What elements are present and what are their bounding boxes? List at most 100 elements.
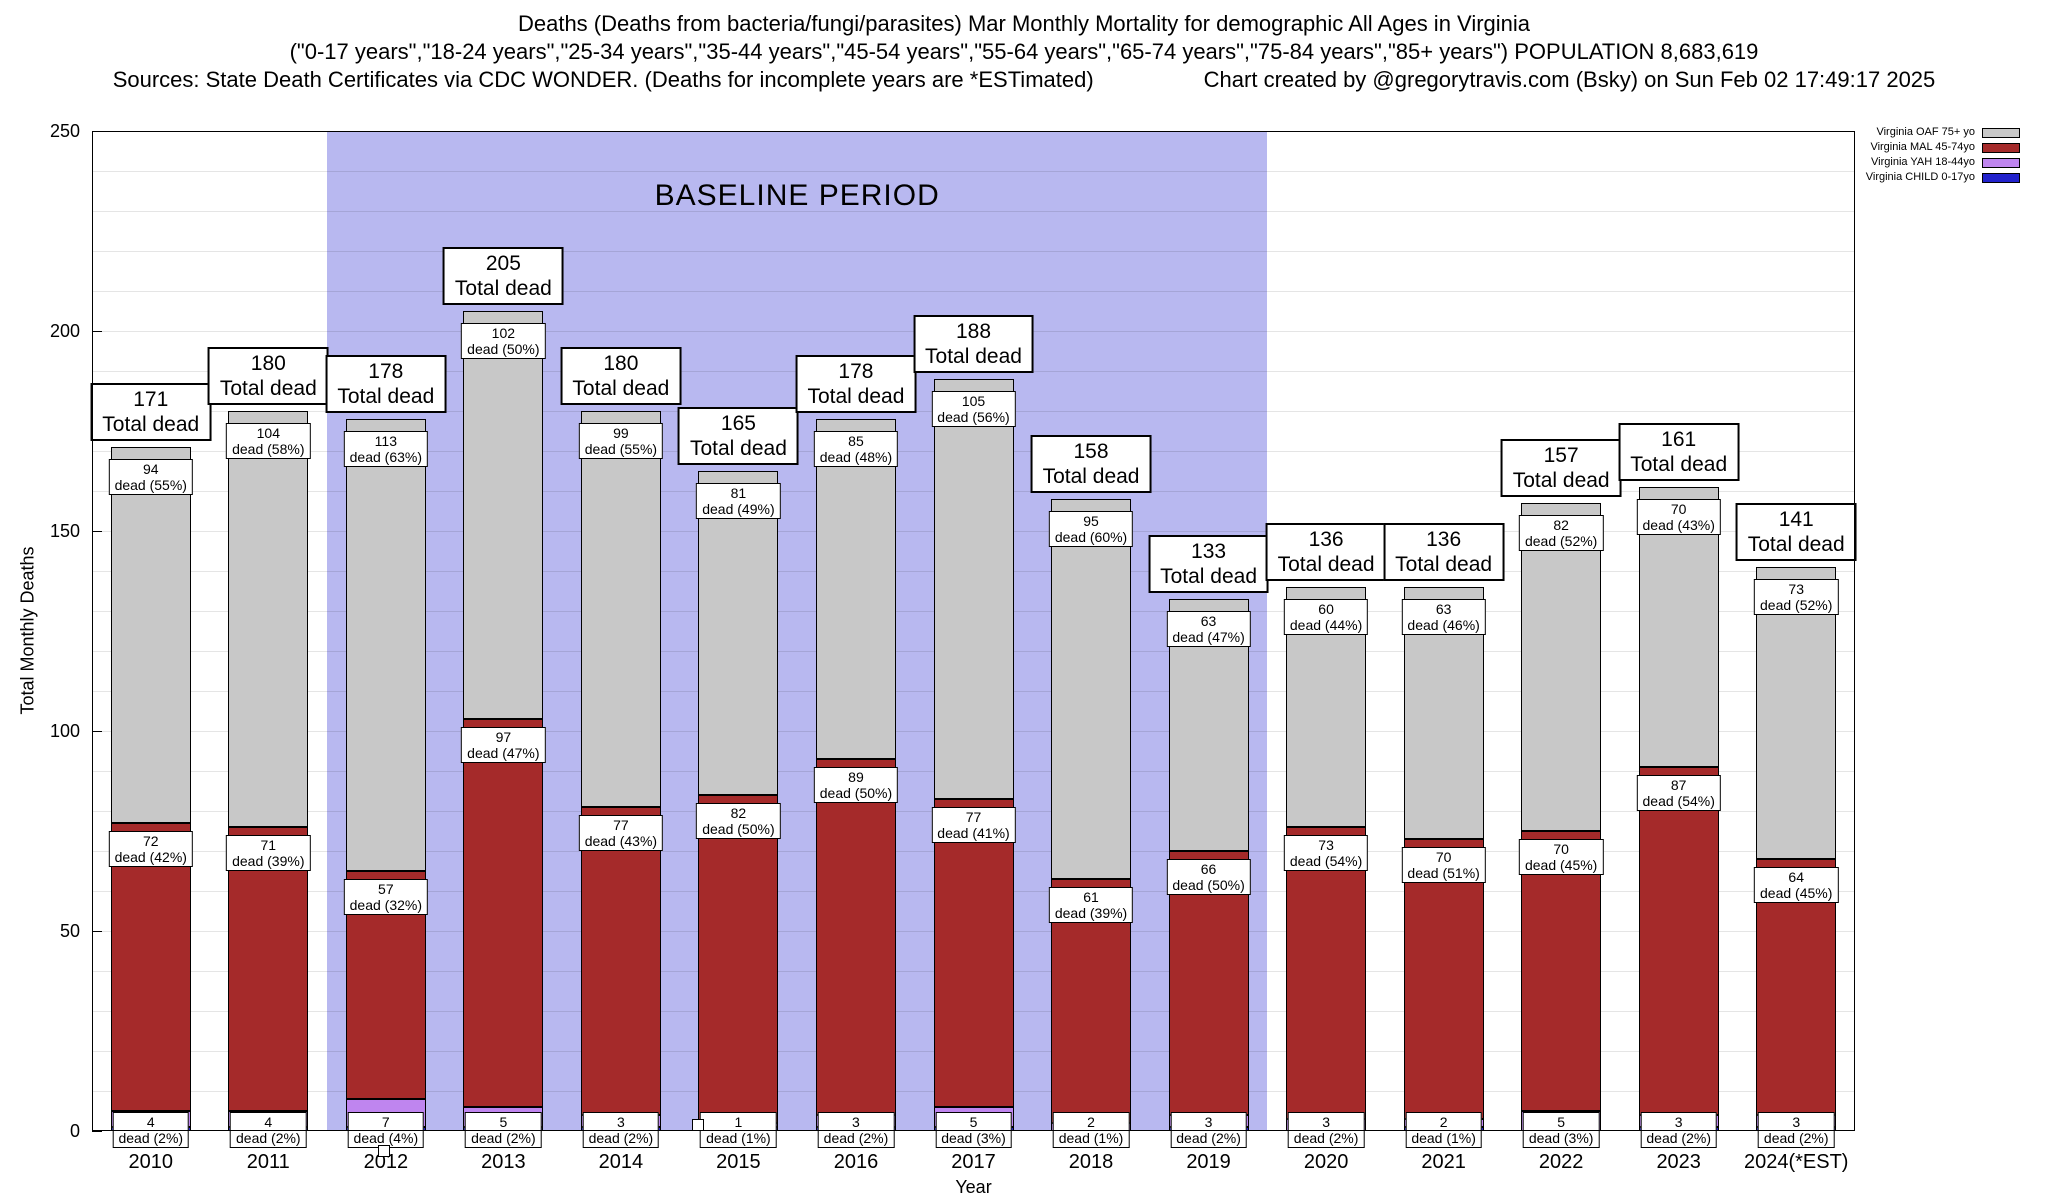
label-text: dead (2%) bbox=[1763, 1130, 1829, 1146]
legend-swatch bbox=[1982, 157, 2020, 168]
child-label-marker bbox=[377, 1145, 390, 1157]
segment-label-mal: 89 dead (50%) bbox=[813, 767, 899, 803]
label-count: 3 bbox=[1322, 1114, 1330, 1130]
plot-area: BASELINE PERIOD 0 50 100 150 200 250 4 dead (2%)… bbox=[50, 121, 1857, 1173]
label-text: dead (50%) bbox=[1172, 877, 1245, 893]
label-text: Total dead bbox=[219, 377, 317, 400]
label-count: 3 bbox=[1674, 1114, 1683, 1130]
segment-label-oaf: 85 dead (48%) bbox=[813, 431, 899, 467]
bar-segment-mal bbox=[1168, 851, 1249, 1115]
label-count: 5 bbox=[1557, 1114, 1566, 1130]
legend-label: Virginia YAH 18-44yo bbox=[1871, 156, 1975, 168]
label-text: dead (2%) bbox=[118, 1130, 184, 1146]
label-count: 2 bbox=[1087, 1114, 1095, 1130]
label-text: Total dead bbox=[337, 385, 435, 408]
segment-label-mal: 72 dead (42%) bbox=[108, 831, 193, 867]
label-text: dead (56%) bbox=[937, 409, 1010, 425]
total-dead-label: 136 Total dead bbox=[1265, 523, 1387, 581]
label-text: dead (60%) bbox=[1054, 529, 1128, 545]
label-text: dead (41%) bbox=[937, 825, 1010, 841]
legend-swatch bbox=[1982, 127, 2020, 138]
total-dead-label: 161 Total dead bbox=[1618, 423, 1740, 481]
label-count: 70 bbox=[1670, 501, 1687, 517]
label-count: 63 bbox=[1435, 601, 1452, 617]
label-text: Total dead bbox=[1042, 465, 1140, 488]
segment-label-oaf: 95 dead (60%) bbox=[1048, 511, 1134, 547]
total-dead-label: 157 Total dead bbox=[1500, 439, 1622, 497]
label-count: 5 bbox=[969, 1114, 978, 1130]
total-dead-label: 205 Total dead bbox=[442, 247, 564, 305]
y-axis-tick-label: 0 bbox=[69, 1121, 80, 1141]
label-count: 165 bbox=[720, 412, 756, 435]
chart-title-line2: ("0-17 years","18-24 years","25-34 years… bbox=[289, 39, 1759, 64]
segment-label-oaf: 104 dead (58%) bbox=[226, 423, 311, 459]
x-axis-tick-label: 2010 bbox=[128, 1151, 174, 1173]
y-axis-title: Total Monthly Deaths bbox=[17, 546, 38, 715]
x-axis-tick-label: 2012 bbox=[363, 1151, 409, 1173]
segment-label-yah: 3 dead (2%) bbox=[1640, 1112, 1717, 1148]
label-count: 1 bbox=[734, 1114, 743, 1130]
label-count: 205 bbox=[485, 252, 521, 275]
bar-segment-mal bbox=[580, 807, 661, 1115]
bar-segment-mal bbox=[110, 823, 191, 1111]
label-text: dead (2%) bbox=[236, 1130, 301, 1146]
label-text: dead (39%) bbox=[232, 853, 305, 869]
bar-segment-mal bbox=[1521, 831, 1602, 1111]
label-count: 77 bbox=[965, 809, 982, 825]
label-text: Total dead bbox=[1747, 533, 1845, 556]
label-count: 61 bbox=[1083, 889, 1099, 905]
label-count: 3 bbox=[616, 1114, 625, 1130]
x-axis-tick-label: 2019 bbox=[1186, 1151, 1231, 1173]
y-axis-tick-label: 200 bbox=[49, 321, 80, 341]
segment-label-yah: 3 dead (2%) bbox=[1287, 1112, 1365, 1148]
bar-segment-oaf bbox=[1756, 567, 1837, 859]
y-axis-tick bbox=[92, 1131, 102, 1132]
label-text: Total dead bbox=[807, 385, 905, 408]
label-text: dead (1%) bbox=[1411, 1130, 1476, 1146]
total-dead-label: 133 Total dead bbox=[1148, 535, 1270, 593]
bar-segment-oaf bbox=[463, 311, 544, 719]
label-count: 4 bbox=[264, 1114, 273, 1130]
segment-label-yah: 7 dead (4%) bbox=[347, 1112, 425, 1148]
bar-segment-oaf bbox=[228, 411, 309, 827]
label-text: dead (45%) bbox=[1524, 857, 1598, 873]
label-count: 3 bbox=[852, 1114, 860, 1130]
segment-label-mal: 77 dead (43%) bbox=[578, 815, 664, 851]
y-axis-tick-label: 100 bbox=[49, 721, 80, 741]
baseline-period-label: BASELINE PERIOD bbox=[654, 179, 940, 212]
label-count: 85 bbox=[848, 433, 864, 449]
bar-segment-oaf bbox=[345, 419, 426, 871]
label-text: dead (45%) bbox=[1760, 885, 1833, 901]
label-count: 97 bbox=[495, 729, 512, 745]
label-count: 104 bbox=[256, 425, 280, 441]
total-dead-label: 165 Total dead bbox=[677, 407, 799, 465]
label-text: dead (52%) bbox=[1524, 533, 1598, 549]
label-text: dead (55%) bbox=[584, 441, 658, 457]
segment-label-mal: 70 dead (45%) bbox=[1518, 839, 1604, 875]
label-count: 133 bbox=[1191, 540, 1227, 563]
total-dead-label: 178 Total dead bbox=[795, 355, 917, 413]
legend: Virginia OAF 75+ yo Virginia MAL 45-74yo V… bbox=[1866, 126, 2020, 186]
label-count: 2 bbox=[1439, 1114, 1448, 1130]
label-count: 72 bbox=[142, 833, 159, 849]
label-count: 95 bbox=[1083, 513, 1099, 529]
x-axis-tick-label: 2011 bbox=[246, 1151, 290, 1173]
segment-label-yah: 3 dead (2%) bbox=[1757, 1112, 1835, 1148]
label-count: 180 bbox=[603, 352, 639, 375]
label-text: dead (2%) bbox=[588, 1130, 654, 1146]
chart-title-line3: Sources: State Death Certificates via CD… bbox=[0, 66, 2048, 94]
label-count: 178 bbox=[838, 360, 874, 383]
label-text: dead (63%) bbox=[349, 449, 423, 465]
gridline bbox=[92, 171, 1855, 172]
segment-label-oaf: 82 dead (52%) bbox=[1518, 515, 1604, 551]
segment-label-oaf: 113 dead (63%) bbox=[343, 431, 429, 467]
segment-label-mal: 64 dead (45%) bbox=[1754, 867, 1839, 903]
total-dead-label: 180 Total dead bbox=[207, 347, 329, 405]
x-axis-tick-label: 2020 bbox=[1303, 1151, 1349, 1173]
label-count: 57 bbox=[378, 881, 394, 897]
label-text: dead (3%) bbox=[1528, 1130, 1594, 1146]
label-text: dead (42%) bbox=[114, 849, 187, 865]
segment-label-oaf: 63 dead (46%) bbox=[1401, 599, 1486, 635]
y-axis-tick bbox=[92, 131, 102, 132]
